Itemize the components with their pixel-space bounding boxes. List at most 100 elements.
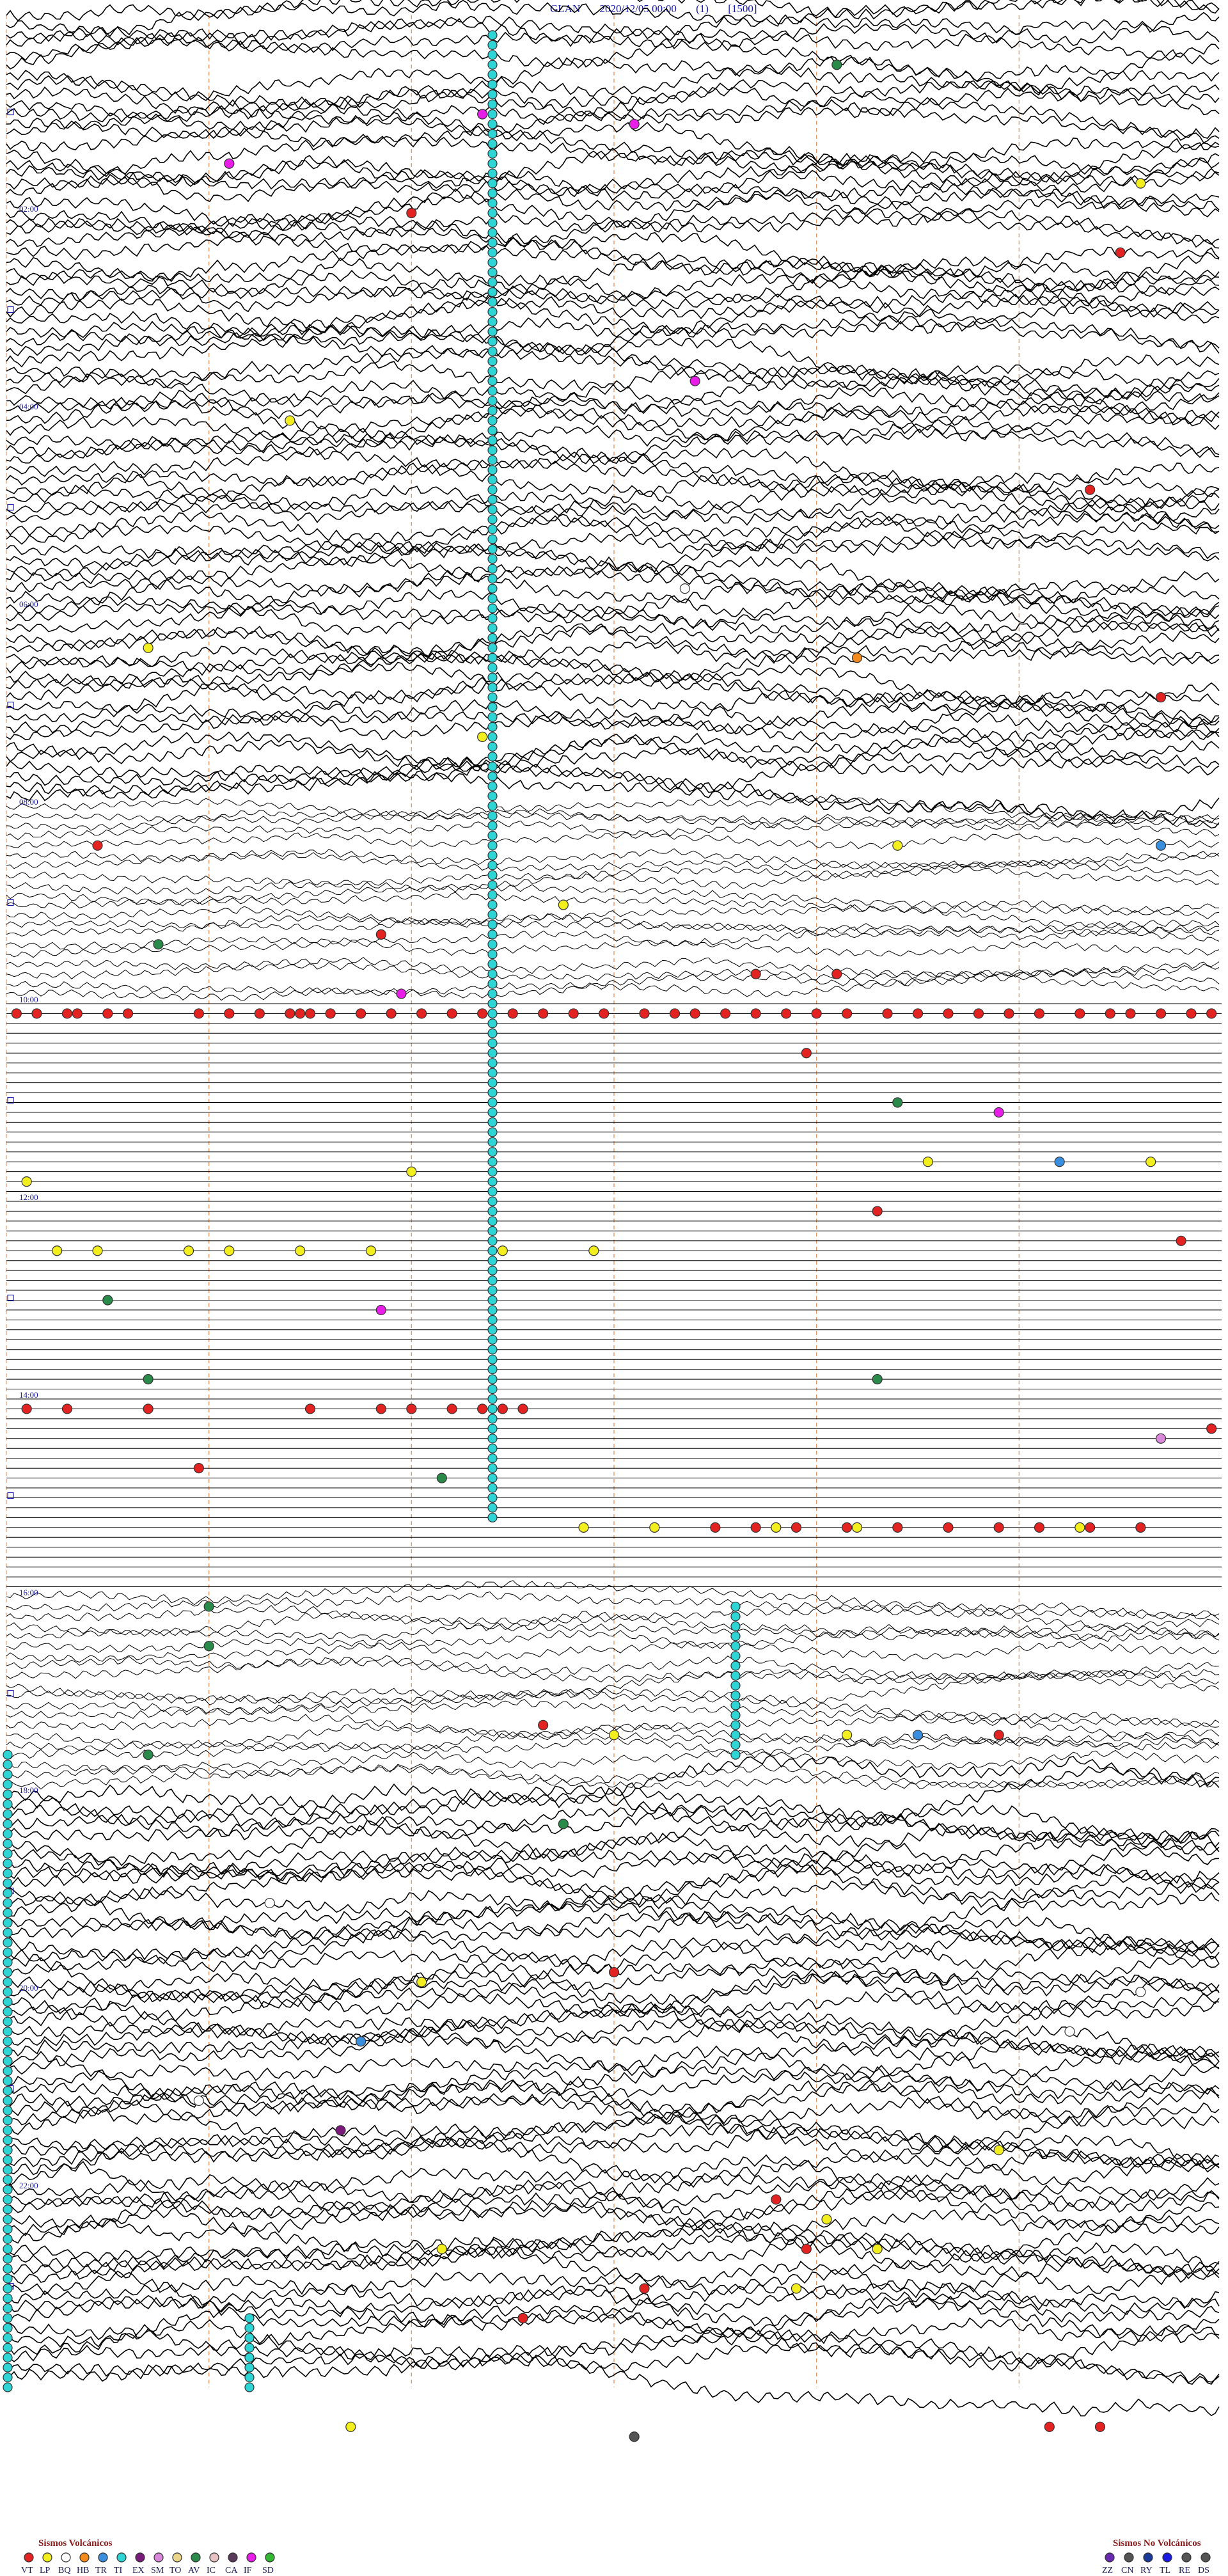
trace-row: [6, 1913, 1220, 1970]
legend-swatch-ds: [1200, 2552, 1211, 2563]
event-ti: [487, 90, 498, 100]
event-if: [689, 375, 700, 386]
trace-row: [6, 79, 1220, 144]
trace-row: [6, 796, 1220, 828]
event-lp: [1135, 178, 1146, 189]
event-vt: [31, 1008, 42, 1019]
event-ti: [487, 148, 498, 159]
trace-row: [6, 661, 1220, 723]
event-vt: [538, 1719, 549, 1730]
event-ti: [487, 583, 498, 594]
event-ti: [487, 1206, 498, 1217]
trace-row: [6, 2111, 1220, 2168]
hour-tick-icon: [7, 306, 14, 313]
trace-row: [6, 621, 1220, 665]
trace-row: [6, 188, 1220, 242]
event-if: [375, 1304, 386, 1316]
legend-swatch-lp: [42, 2552, 52, 2563]
event-ti: [487, 1256, 498, 1266]
trace-row: [6, 472, 1220, 525]
event-vt: [750, 968, 761, 979]
event-vt: [1206, 1008, 1217, 1019]
trace-row: [6, 1863, 1220, 1917]
event-ti: [487, 870, 498, 880]
event-ti: [3, 1957, 13, 1968]
event-ti: [487, 860, 498, 871]
event-av: [153, 939, 164, 950]
event-marker-layer: [3, 30, 1217, 2442]
trace-row: [6, 603, 1220, 635]
trace-row: [6, 169, 1220, 217]
event-ti: [487, 939, 498, 949]
trace-row: [6, 690, 1220, 734]
trace-row: [6, 883, 1219, 913]
event-ti: [3, 1819, 13, 1829]
trace-row: [6, 904, 1220, 935]
event-ti: [487, 979, 498, 989]
event-ti: [3, 1967, 13, 1977]
event-ti: [3, 2283, 13, 2294]
event-ti: [487, 1018, 498, 1029]
event-ti: [3, 2174, 13, 2185]
trace-row: [6, 1970, 1220, 2027]
event-ti: [487, 1186, 498, 1197]
event-ti: [244, 2362, 255, 2373]
hour-tick-icon: [7, 503, 14, 511]
event-ti: [487, 702, 498, 713]
event-ti: [3, 2185, 13, 2195]
trace-row: [6, 865, 1220, 895]
event-ti: [3, 2076, 13, 2086]
event-ti: [3, 1996, 13, 2007]
event-ti: [487, 1503, 498, 1513]
event-ti: [487, 1097, 498, 1108]
event-ti: [487, 1295, 498, 1306]
event-bq: [1135, 1986, 1146, 1998]
amplitude-scale: [1500]: [728, 3, 757, 15]
legend-label-ca: CA: [225, 2566, 238, 2575]
event-ti: [244, 2313, 255, 2323]
event-ti: [3, 1938, 13, 1948]
event-vt: [1044, 2421, 1055, 2432]
event-ti: [3, 2224, 13, 2234]
legend-label-hb: HB: [77, 2566, 89, 2575]
event-vt: [295, 1008, 306, 1019]
event-ti: [3, 1898, 13, 1908]
trace-row: [6, 926, 1220, 951]
event-ti: [487, 791, 498, 802]
event-ti: [487, 455, 498, 465]
event-ti: [3, 1760, 13, 1770]
trace-row: [6, 260, 1220, 305]
event-ti: [487, 386, 498, 396]
event-vt: [892, 1522, 903, 1533]
event-vt: [750, 1522, 761, 1533]
event-ti: [487, 1354, 498, 1364]
trace-row: [6, 18, 1220, 82]
event-ti: [487, 1117, 498, 1128]
legend-label-if: IF: [244, 2566, 252, 2575]
event-ti: [487, 99, 498, 109]
trace-row: [6, 913, 1220, 938]
event-lp: [477, 731, 488, 742]
event-av: [892, 1097, 903, 1108]
event-ti: [487, 841, 498, 851]
event-ti: [487, 425, 498, 436]
event-ti: [3, 1829, 13, 1839]
event-ti: [487, 712, 498, 722]
event-vt: [11, 1008, 22, 1019]
trace-row: [6, 43, 1220, 109]
legend-swatch-if: [246, 2552, 256, 2563]
event-ti: [487, 297, 498, 307]
event-av: [203, 1641, 214, 1652]
event-ti: [244, 2382, 255, 2392]
event-ti: [487, 623, 498, 633]
event-ti: [3, 1769, 13, 1780]
event-ti: [730, 1661, 741, 1671]
trace-row: [6, 84, 1220, 124]
event-ti: [487, 801, 498, 811]
event-ti: [487, 593, 498, 604]
event-ti: [487, 317, 498, 327]
event-ti: [487, 1058, 498, 1068]
event-ti: [730, 1671, 741, 1681]
event-ti: [3, 1750, 13, 1760]
event-lp: [416, 1977, 427, 1987]
